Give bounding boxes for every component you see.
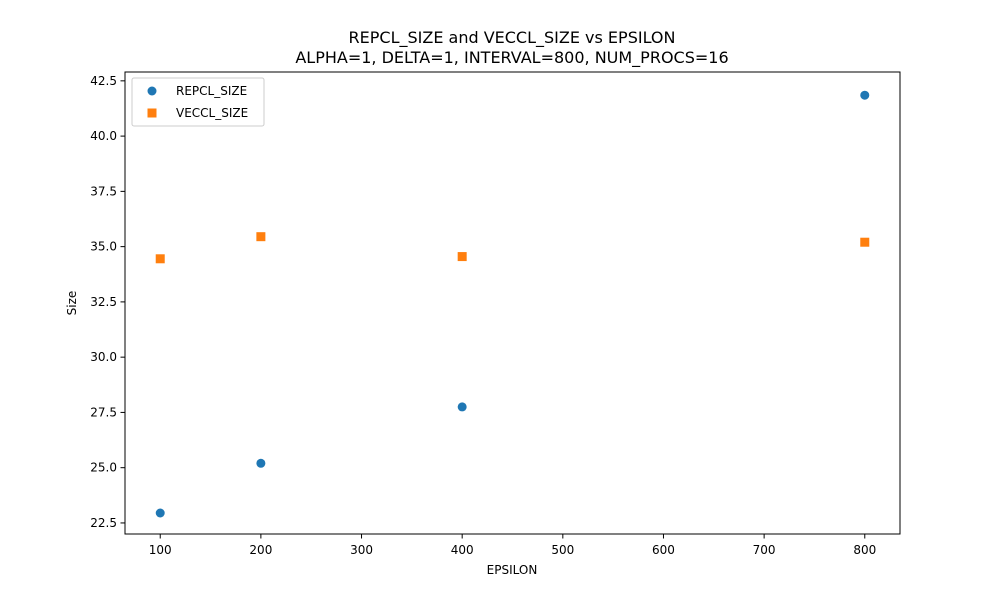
point-veccl-size <box>457 252 467 262</box>
point-veccl-size <box>256 232 266 242</box>
point-repcl-size <box>155 508 165 518</box>
point-veccl-size <box>155 254 165 264</box>
chart-subtitle: ALPHA=1, DELTA=1, INTERVAL=800, NUM_PROC… <box>295 48 728 68</box>
y-tick-label: 22.5 <box>90 516 117 530</box>
legend: REPCL_SIZE VECCL_SIZE <box>131 77 265 127</box>
legend-box <box>131 77 265 127</box>
y-axis-label: Size <box>65 291 79 316</box>
y-tick-label: 37.5 <box>90 184 117 198</box>
plot-area <box>124 71 901 535</box>
x-tick-label: 200 <box>249 543 272 557</box>
x-tick-label: 400 <box>451 543 474 557</box>
y-tick-label: 42.5 <box>90 74 117 88</box>
legend-marker-repcl-size <box>147 86 157 96</box>
y-axis: 22.5 25.0 27.5 30.0 32.5 35.0 37.5 40.0 42.5 <box>90 74 125 530</box>
x-tick-label: 100 <box>149 543 172 557</box>
x-axis-label: EPSILON <box>487 563 538 577</box>
chart-title: REPCL_SIZE and VECCL_SIZE vs EPSILON <box>349 28 676 48</box>
y-tick-label: 25.0 <box>90 461 117 475</box>
y-tick-label: 30.0 <box>90 350 117 364</box>
x-tick-label: 700 <box>753 543 776 557</box>
y-tick-label: 32.5 <box>90 295 117 309</box>
point-repcl-size <box>256 458 266 468</box>
y-tick-label: 27.5 <box>90 405 117 419</box>
point-veccl-size <box>860 237 870 247</box>
x-tick-label: 800 <box>853 543 876 557</box>
x-tick-label: 600 <box>652 543 675 557</box>
legend-marker-veccl-size <box>147 108 157 118</box>
y-tick-label: 35.0 <box>90 240 117 254</box>
x-tick-label: 500 <box>551 543 574 557</box>
point-repcl-size <box>860 90 870 100</box>
y-tick-label: 40.0 <box>90 129 117 143</box>
x-axis: 100 200 300 400 500 600 700 800 <box>149 534 876 557</box>
data-points <box>155 90 870 518</box>
legend-label-veccl-size: VECCL_SIZE <box>176 106 248 120</box>
x-tick-label: 300 <box>350 543 373 557</box>
legend-label-repcl-size: REPCL_SIZE <box>176 84 247 98</box>
point-repcl-size <box>457 402 467 412</box>
